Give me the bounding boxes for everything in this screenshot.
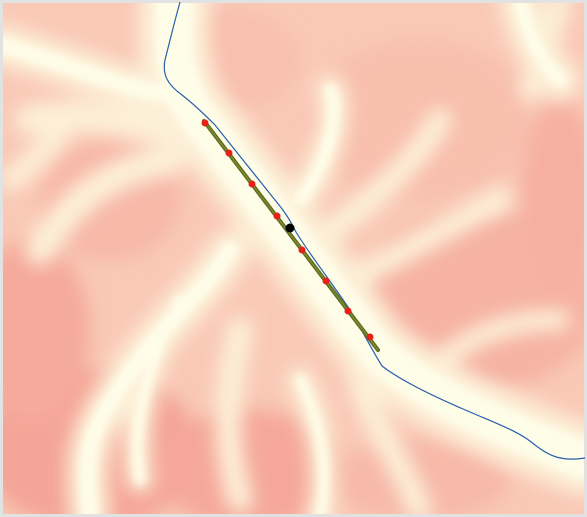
sample-point[interactable]	[273, 212, 281, 220]
center-marker[interactable]	[285, 223, 295, 233]
sample-point[interactable]	[366, 333, 374, 341]
stream-line[interactable]	[163, 1, 586, 460]
sample-point[interactable]	[201, 119, 209, 127]
sample-point[interactable]	[344, 307, 352, 315]
sample-points	[201, 119, 374, 341]
sample-point[interactable]	[225, 149, 233, 157]
sample-point[interactable]	[248, 180, 256, 188]
sample-point[interactable]	[298, 246, 306, 254]
sample-point[interactable]	[322, 277, 330, 285]
